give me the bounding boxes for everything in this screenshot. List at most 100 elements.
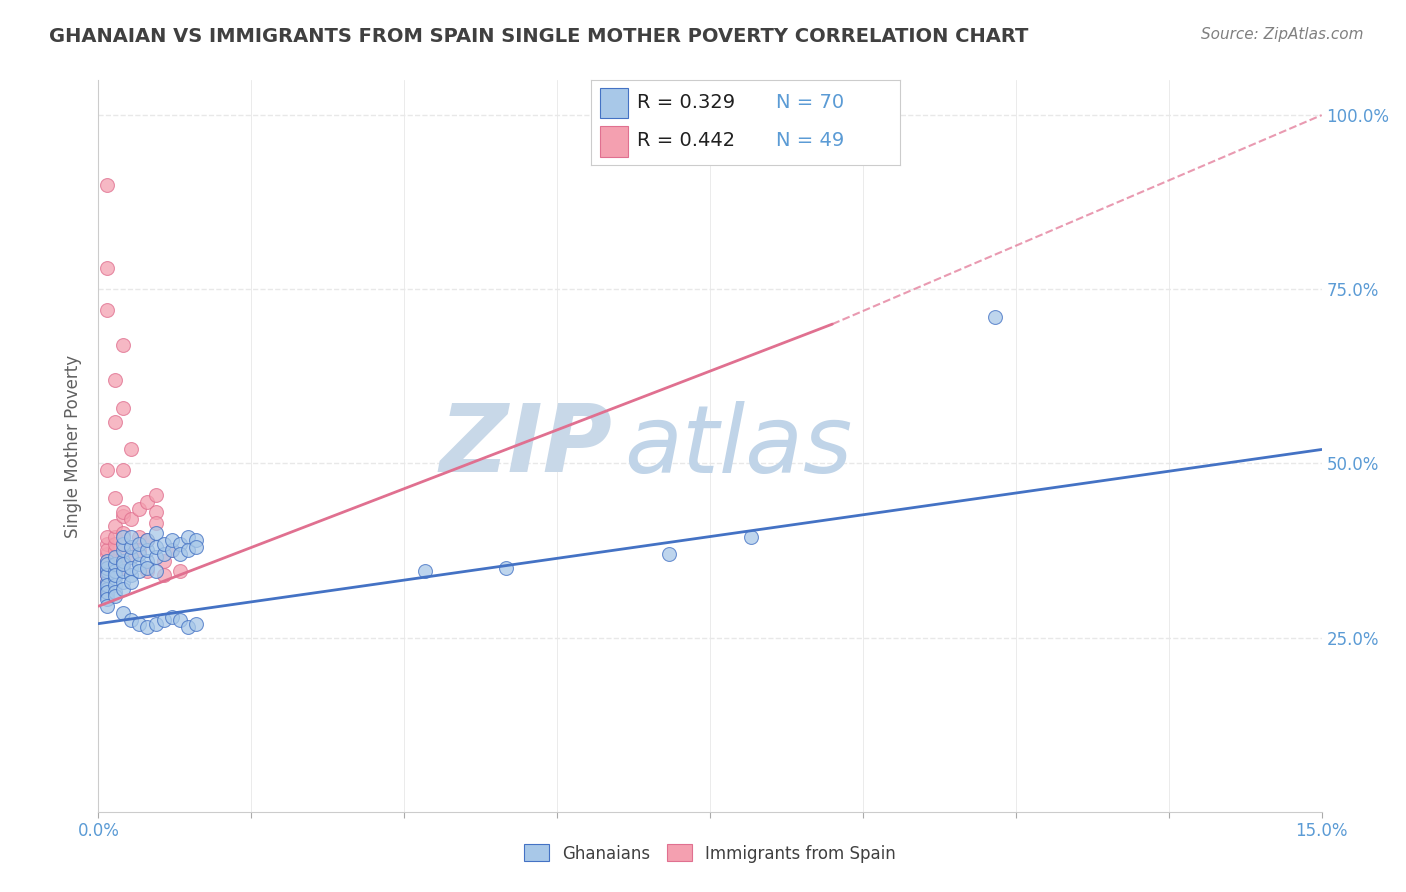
Point — [96, 261, 118, 276]
Point — [111, 554, 134, 568]
Point — [128, 616, 150, 631]
Point — [120, 561, 142, 575]
Point — [152, 567, 174, 582]
Point — [169, 565, 191, 579]
Point — [136, 533, 159, 547]
Point — [145, 540, 167, 554]
Text: R = 0.442: R = 0.442 — [637, 131, 735, 151]
Point — [136, 554, 159, 568]
Point — [145, 505, 167, 519]
Point — [96, 592, 118, 607]
Point — [96, 463, 118, 477]
Point — [111, 338, 134, 352]
Point — [96, 567, 118, 582]
Point — [186, 540, 208, 554]
Point — [96, 599, 118, 614]
Point — [111, 505, 134, 519]
Point — [104, 491, 127, 506]
Point — [96, 578, 118, 592]
Point — [104, 550, 127, 565]
Point — [111, 565, 134, 579]
Point — [160, 543, 183, 558]
Point — [145, 526, 167, 541]
Point — [160, 609, 183, 624]
Point — [413, 565, 436, 579]
FancyBboxPatch shape — [600, 88, 627, 119]
Point — [96, 582, 118, 596]
Point — [96, 574, 118, 589]
Point — [111, 536, 134, 550]
Point — [96, 558, 118, 572]
Point — [120, 613, 142, 627]
Point — [120, 442, 142, 457]
Point — [152, 547, 174, 561]
Point — [169, 613, 191, 627]
Point — [128, 558, 150, 572]
Point — [177, 543, 200, 558]
Point — [169, 547, 191, 561]
Point — [96, 543, 118, 558]
Point — [96, 589, 118, 603]
Point — [104, 373, 127, 387]
Point — [104, 567, 127, 582]
Point — [120, 540, 142, 554]
Point — [104, 571, 127, 585]
Text: R = 0.329: R = 0.329 — [637, 94, 735, 112]
Point — [104, 578, 127, 592]
Point — [177, 530, 200, 544]
Point — [96, 558, 118, 572]
Point — [104, 589, 127, 603]
Point — [96, 561, 118, 575]
Text: atlas: atlas — [624, 401, 852, 491]
Point — [111, 508, 134, 523]
Point — [120, 550, 142, 565]
Point — [111, 606, 134, 620]
Point — [96, 585, 118, 599]
Point — [145, 550, 167, 565]
Point — [136, 543, 159, 558]
Point — [136, 565, 159, 579]
Point — [111, 463, 134, 477]
Point — [169, 536, 191, 550]
Point — [104, 585, 127, 599]
Point — [136, 533, 159, 547]
Point — [111, 561, 134, 575]
Text: Source: ZipAtlas.com: Source: ZipAtlas.com — [1201, 27, 1364, 42]
Point — [104, 561, 127, 575]
Point — [111, 582, 134, 596]
Point — [152, 536, 174, 550]
Point — [104, 543, 127, 558]
Point — [984, 310, 1007, 325]
Point — [120, 550, 142, 565]
Point — [111, 547, 134, 561]
Point — [740, 530, 762, 544]
Point — [658, 547, 681, 561]
Point — [136, 561, 159, 575]
Point — [120, 530, 142, 544]
Point — [96, 530, 118, 544]
Legend: Ghanaians, Immigrants from Spain: Ghanaians, Immigrants from Spain — [517, 838, 903, 869]
Point — [145, 516, 167, 530]
Point — [128, 565, 150, 579]
Y-axis label: Single Mother Poverty: Single Mother Poverty — [65, 354, 83, 538]
Point — [96, 178, 118, 192]
Point — [136, 494, 159, 508]
Point — [145, 616, 167, 631]
Point — [104, 558, 127, 572]
Text: GHANAIAN VS IMMIGRANTS FROM SPAIN SINGLE MOTHER POVERTY CORRELATION CHART: GHANAIAN VS IMMIGRANTS FROM SPAIN SINGLE… — [49, 27, 1029, 45]
Point — [120, 574, 142, 589]
Point — [96, 554, 118, 568]
Text: N = 49: N = 49 — [776, 131, 845, 151]
Point — [120, 512, 142, 526]
Point — [96, 536, 118, 550]
Point — [152, 554, 174, 568]
Point — [96, 547, 118, 561]
Point — [111, 526, 134, 541]
Point — [495, 561, 517, 575]
Point — [111, 543, 134, 558]
Point — [152, 613, 174, 627]
Point — [128, 530, 150, 544]
Point — [111, 574, 134, 589]
Point — [96, 565, 118, 579]
Point — [186, 533, 208, 547]
